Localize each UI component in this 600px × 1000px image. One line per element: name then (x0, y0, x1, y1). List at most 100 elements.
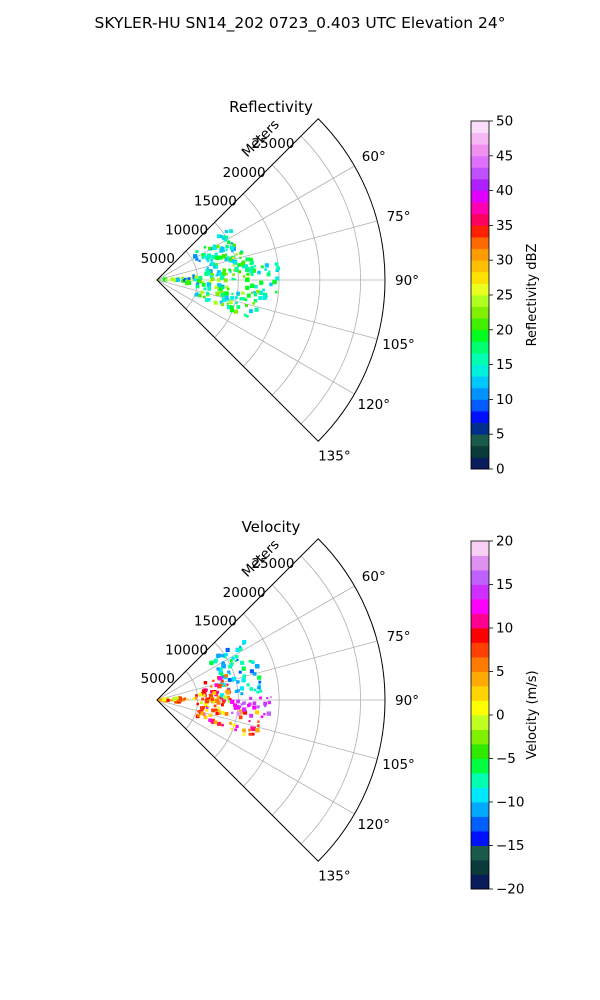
radar-gate (226, 256, 230, 259)
radar-gate (175, 277, 180, 282)
radar-gate (253, 688, 257, 692)
radar-gate (242, 275, 246, 278)
radar-gate (242, 728, 246, 733)
colorbar-swatch (471, 816, 489, 832)
radar-gate (249, 268, 254, 274)
colorbar-swatch (471, 132, 489, 145)
radar-gate (234, 296, 238, 300)
radar-gate (269, 282, 273, 287)
radar-gate (239, 686, 245, 691)
radar-gate (214, 708, 218, 712)
radar-gate (206, 282, 212, 287)
radar-gate (235, 647, 240, 653)
radar-gate (234, 659, 237, 662)
radar-gate (249, 669, 254, 674)
radar-gate (258, 683, 261, 687)
radar-gate (245, 257, 250, 262)
radar-gate (193, 277, 197, 282)
radar-gate (255, 727, 260, 733)
radar-gate (206, 266, 209, 270)
colorbar-swatch (471, 434, 489, 447)
radar-gate (230, 242, 234, 245)
radar-gate (203, 703, 208, 707)
radar-gate (216, 277, 221, 282)
radar-gate (230, 699, 235, 704)
range-tick-label: 20000 (223, 585, 266, 601)
radar-gate (212, 691, 217, 696)
radar-gate (227, 695, 230, 699)
radar-gate (257, 270, 261, 275)
colorbar-swatch (471, 874, 489, 890)
colorbar-swatch (471, 260, 489, 273)
radar-gate (262, 295, 267, 300)
radar-gate (224, 256, 229, 262)
radar-gate (226, 302, 229, 305)
colorbar-tick-label: 10 (496, 392, 513, 408)
radar-gate (240, 251, 244, 254)
radar-gate (228, 300, 233, 305)
radar-gate (275, 266, 280, 271)
radar-gate (239, 297, 243, 301)
range-tick-label: 25000 (251, 556, 294, 572)
radar-gate (236, 699, 240, 704)
radar-gate (203, 287, 207, 291)
radar-gate (210, 277, 215, 282)
radar-gate (218, 286, 223, 291)
radar-gate (229, 659, 233, 662)
azimuth-tick-label: 135° (318, 448, 351, 464)
colorbar-swatch (471, 121, 489, 133)
radar-gate (177, 700, 181, 704)
reflectivity-colorbar-label: Reflectivity dBZ (525, 244, 540, 347)
colorbar-swatch (471, 686, 489, 701)
radar-gate (257, 675, 262, 680)
azimuth-spoke (156, 165, 355, 281)
radar-gate (227, 240, 231, 245)
radar-gate (221, 674, 225, 679)
radar-gate (246, 276, 249, 279)
range-tick-label: 15000 (194, 194, 237, 210)
radar-gate (263, 713, 266, 716)
radar-gate (227, 677, 232, 682)
radar-gate (233, 707, 237, 710)
azimuth-spoke (156, 699, 378, 760)
radar-gate (209, 275, 214, 279)
colorbar-swatch (471, 329, 489, 342)
radar-gate (204, 271, 209, 276)
radar-gate (248, 732, 252, 736)
azimuth-tick-label: 75° (387, 209, 411, 225)
radar-gate (208, 693, 213, 699)
colorbar-swatch (471, 773, 489, 788)
radar-gate (201, 689, 206, 694)
radar-gate (222, 700, 226, 704)
azimuth-spoke (156, 640, 378, 701)
radar-gate (236, 680, 240, 684)
radar-gate (212, 245, 217, 251)
radar-gate (231, 292, 234, 296)
radar-gate (213, 720, 218, 725)
radar-gate (170, 277, 175, 282)
radar-gate (217, 706, 220, 709)
radar-gate (223, 278, 228, 283)
radar-gate (225, 272, 228, 276)
radar-gate (172, 277, 178, 283)
colorbar-swatch (471, 155, 489, 168)
radar-gate (246, 315, 249, 318)
radar-gate (266, 711, 272, 716)
velocity-grid (156, 555, 385, 845)
radar-gate (250, 272, 254, 277)
radar-gate (224, 674, 228, 678)
radar-gate (249, 687, 254, 691)
radar-gate (209, 660, 214, 665)
radar-gate (210, 699, 215, 704)
colorbar-swatch (471, 283, 489, 296)
colorbar-swatch (471, 555, 489, 571)
radar-gate (248, 720, 251, 723)
colorbar-tick-label: −10 (496, 795, 525, 811)
radar-gate (200, 280, 204, 284)
range-tick-label: 10000 (165, 222, 208, 238)
colorbar-tick-label: 35 (496, 218, 513, 234)
radar-gate (200, 711, 205, 716)
radar-gate (216, 667, 220, 671)
radar-gate (221, 271, 226, 276)
